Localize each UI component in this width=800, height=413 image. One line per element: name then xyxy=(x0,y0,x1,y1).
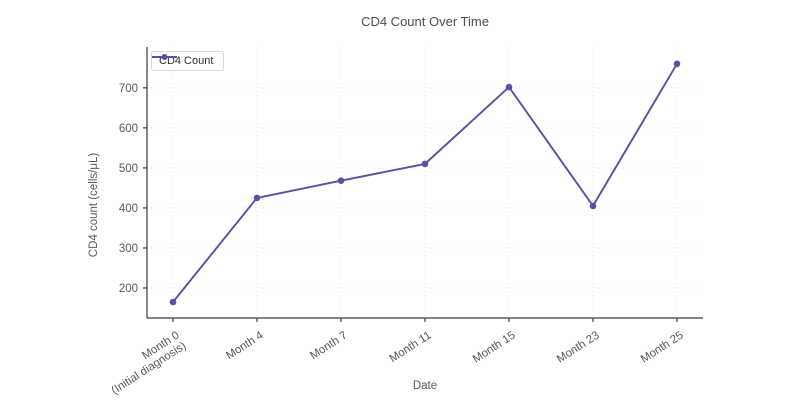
chart-title: CD4 Count Over Time xyxy=(361,14,489,29)
x-tick-label: Month 25 xyxy=(639,329,686,365)
y-tick-label: 200 xyxy=(119,283,138,295)
legend: CD4 Count xyxy=(151,51,225,71)
x-tick-label: Month 0(Initial diagnosis) xyxy=(103,329,189,397)
data-point-marker xyxy=(421,160,429,168)
y-tick-label: 700 xyxy=(119,83,138,95)
x-tick-label: Month 4 xyxy=(224,329,266,362)
data-point-marker xyxy=(169,298,177,306)
legend-label: CD4 Count xyxy=(159,54,214,67)
data-point-marker xyxy=(589,202,597,210)
y-tick-label: 600 xyxy=(119,123,138,135)
x-tick-label: Month 23 xyxy=(555,329,602,365)
data-point-marker xyxy=(673,60,681,68)
x-tick-label: Month 15 xyxy=(471,329,518,365)
legend-line-icon xyxy=(152,54,177,60)
y-axis-label: CD4 count (cells/μL) xyxy=(88,153,100,258)
y-tick-label: 300 xyxy=(119,243,138,255)
y-tick-label: 400 xyxy=(119,203,138,215)
data-point-marker xyxy=(337,177,345,184)
data-point-marker xyxy=(505,83,513,91)
data-point-marker xyxy=(253,194,261,202)
y-tick-label: 500 xyxy=(119,163,138,175)
x-tick-label: Month 11 xyxy=(388,329,434,365)
x-axis-label: Date xyxy=(413,380,437,392)
x-tick-label: Month 7 xyxy=(308,329,349,362)
